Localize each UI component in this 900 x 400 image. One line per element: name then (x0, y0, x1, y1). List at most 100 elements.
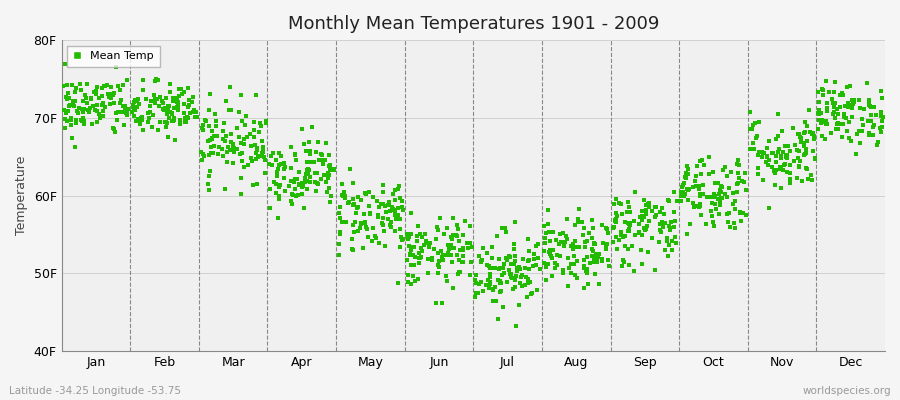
Point (227, 145, 241, 152)
Point (140, 110, 155, 116)
Point (182, 96, 196, 103)
Point (126, 104, 140, 110)
Point (733, 210, 747, 216)
Point (814, 110, 828, 116)
Point (574, 218, 589, 225)
Point (779, 153, 794, 159)
Point (751, 152, 765, 158)
Point (749, 135, 763, 141)
Point (559, 216, 573, 222)
Point (599, 246, 614, 252)
Point (730, 161, 744, 168)
Point (358, 191, 373, 197)
Point (518, 265, 532, 271)
Point (211, 151, 225, 157)
Point (166, 105, 181, 111)
Point (455, 245, 470, 251)
Point (354, 221, 368, 228)
Point (608, 217, 623, 223)
Point (867, 122, 881, 128)
Point (205, 150, 220, 156)
Point (520, 276, 535, 282)
Point (202, 136, 217, 143)
Point (623, 222, 637, 228)
Point (693, 158, 707, 164)
Point (76, 109, 90, 116)
Y-axis label: Temperature: Temperature (15, 156, 28, 235)
Point (845, 114, 859, 120)
Point (561, 254, 575, 261)
Point (724, 169, 739, 176)
Point (188, 114, 202, 120)
Point (583, 260, 598, 266)
Point (506, 286, 520, 292)
Point (702, 154, 716, 160)
Point (104, 95, 118, 102)
Point (120, 76, 134, 83)
Point (172, 93, 186, 100)
Point (407, 262, 421, 268)
Point (165, 110, 179, 116)
Point (212, 144, 226, 150)
Point (360, 226, 374, 232)
Point (167, 115, 182, 122)
Point (358, 219, 373, 225)
Point (292, 181, 306, 188)
Point (508, 252, 522, 259)
Point (654, 221, 669, 227)
Point (249, 150, 264, 156)
Point (679, 175, 693, 181)
Point (432, 258, 446, 264)
Point (452, 257, 466, 264)
Point (589, 250, 603, 257)
Point (68, 144, 82, 151)
Point (92, 95, 106, 101)
Point (294, 184, 309, 190)
Point (789, 175, 804, 181)
Point (348, 219, 363, 226)
Point (822, 89, 836, 95)
Point (693, 193, 707, 199)
Point (795, 178, 809, 184)
Point (415, 234, 429, 240)
Point (136, 77, 150, 84)
Point (734, 218, 748, 224)
Point (156, 100, 170, 106)
Point (832, 104, 847, 110)
Point (81, 109, 95, 116)
Point (662, 227, 677, 234)
Point (541, 260, 555, 267)
Point (564, 270, 579, 276)
Point (811, 126, 825, 132)
Point (404, 247, 419, 253)
Point (234, 118, 248, 124)
Point (214, 146, 229, 152)
Point (871, 138, 886, 145)
Point (374, 200, 388, 207)
Point (299, 147, 313, 154)
Point (182, 102, 196, 108)
Point (322, 162, 337, 169)
Point (378, 209, 392, 215)
Point (90, 108, 104, 114)
Point (680, 197, 695, 204)
Point (619, 209, 634, 215)
Point (408, 254, 422, 260)
Point (255, 150, 269, 156)
Point (778, 153, 793, 160)
Point (473, 258, 488, 264)
Point (453, 269, 467, 275)
Point (209, 123, 223, 130)
Point (233, 151, 248, 157)
Point (346, 196, 360, 202)
Point (767, 168, 781, 174)
Point (812, 98, 826, 105)
Point (869, 112, 884, 118)
Point (256, 154, 271, 160)
Point (473, 279, 488, 285)
Point (437, 231, 452, 237)
Point (114, 96, 129, 103)
Point (95, 93, 110, 99)
Point (792, 134, 806, 140)
Point (640, 223, 654, 229)
